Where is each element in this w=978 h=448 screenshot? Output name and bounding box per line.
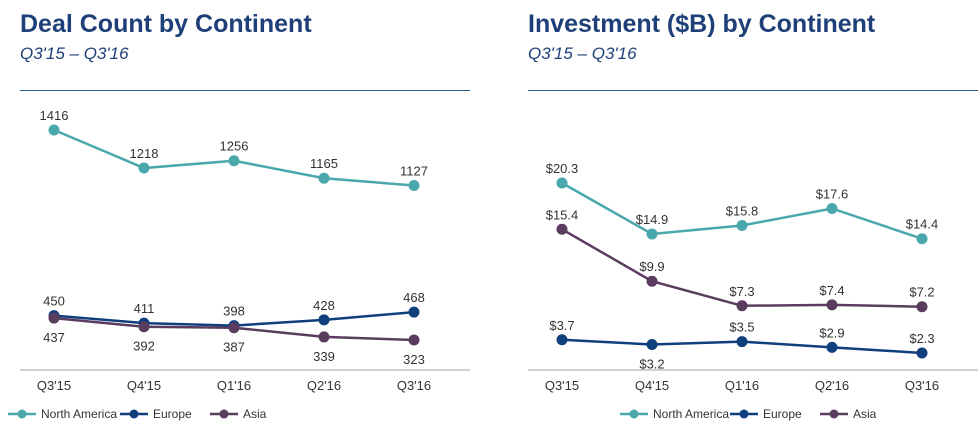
- data-label: 1218: [130, 146, 159, 161]
- data-point: [646, 339, 658, 350]
- data-point: [826, 203, 838, 214]
- data-point: [228, 322, 240, 334]
- legend-label: Asia: [243, 407, 267, 421]
- x-tick-label: Q3'16: [905, 378, 939, 393]
- data-point: [556, 334, 568, 346]
- data-point: [408, 180, 420, 192]
- data-label: $15.4: [546, 207, 579, 222]
- data-label: $3.5: [729, 320, 754, 335]
- data-label: 1165: [310, 156, 338, 171]
- data-label: 411: [134, 301, 155, 316]
- data-point: [826, 299, 838, 311]
- data-point: [556, 177, 568, 189]
- data-point: [736, 336, 748, 348]
- legend-swatch-marker: [17, 409, 27, 419]
- data-label: $2.3: [909, 331, 934, 346]
- legend-label: Europe: [153, 407, 192, 421]
- legend-swatch-marker: [739, 409, 749, 419]
- legend-swatch-marker: [629, 409, 639, 419]
- data-label: 428: [313, 298, 335, 313]
- data-point: [826, 341, 838, 353]
- data-label: 1416: [40, 108, 69, 123]
- chart-title: Deal Count by Continent: [20, 10, 312, 38]
- data-label: $2.9: [819, 325, 844, 340]
- data-label: 387: [223, 340, 245, 355]
- data-point: [736, 220, 748, 231]
- data-label: $9.9: [639, 259, 664, 274]
- legend-label: North America: [653, 407, 729, 421]
- data-label: $3.7: [549, 318, 574, 333]
- title-divider: [528, 90, 978, 91]
- deal-count-line-chart: Q3'15 Q4'15 Q1'16 Q2'16 Q3'16 1416 1218 1256 116…: [8, 108, 470, 421]
- x-tick-label: Q3'15: [545, 378, 579, 393]
- x-tick-label: Q3'15: [37, 378, 71, 393]
- legend-label: North America: [41, 407, 117, 421]
- title-divider: [20, 90, 470, 91]
- x-tick-label: Q1'16: [217, 378, 251, 393]
- data-label: 392: [133, 339, 155, 354]
- data-label: $14.4: [906, 217, 939, 232]
- data-label: $3.2: [639, 357, 664, 372]
- deal-count-chart-panel: Deal Count by Continent Q3'15 – Q3'16 Q3…: [0, 0, 470, 448]
- data-point: [916, 233, 928, 245]
- x-tick-label: Q3'16: [397, 378, 431, 393]
- data-label: $20.3: [546, 161, 579, 176]
- x-tick-label: Q1'16: [725, 378, 759, 393]
- data-label: 339: [313, 349, 335, 364]
- data-point: [916, 301, 928, 313]
- investment-line-chart: Q3'15 Q4'15 Q1'16 Q2'16 Q3'16 $20.3 $14.9 $15.8…: [528, 161, 978, 421]
- x-tick-label: Q4'15: [635, 378, 669, 393]
- data-label: $15.8: [726, 204, 759, 219]
- data-point: [736, 300, 748, 312]
- data-point: [48, 312, 60, 324]
- legend-label: Asia: [853, 407, 877, 421]
- data-point: [138, 162, 150, 174]
- data-point: [408, 334, 420, 346]
- data-label: 398: [223, 304, 245, 319]
- data-label: $7.4: [819, 283, 844, 298]
- x-tick-label: Q2'16: [815, 378, 849, 393]
- data-point: [556, 223, 568, 235]
- legend-label: Europe: [763, 407, 802, 421]
- data-label: 437: [43, 330, 65, 345]
- data-label: 1127: [400, 164, 428, 179]
- data-label: $7.3: [729, 284, 754, 299]
- data-point: [228, 155, 240, 167]
- data-label: 450: [43, 294, 65, 309]
- data-label: $17.6: [816, 187, 849, 202]
- data-point: [138, 321, 150, 333]
- data-label: 323: [403, 352, 425, 367]
- legend-swatch-marker: [829, 409, 839, 419]
- chart-subtitle: Q3'15 – Q3'16: [528, 44, 637, 63]
- legend-swatch-marker: [219, 409, 229, 419]
- data-label: $7.2: [909, 285, 934, 300]
- data-label: 1256: [220, 139, 249, 154]
- data-label: $14.9: [636, 212, 669, 227]
- chart-title: Investment ($B) by Continent: [528, 10, 876, 38]
- data-point: [318, 314, 330, 326]
- data-point: [318, 172, 330, 184]
- x-tick-label: Q4'15: [127, 378, 161, 393]
- data-point: [318, 331, 330, 343]
- investment-chart-panel: Investment ($B) by Continent Q3'15 – Q3'…: [508, 0, 978, 448]
- data-point: [408, 306, 420, 318]
- data-point: [48, 124, 60, 136]
- data-label: 468: [403, 290, 425, 305]
- data-point: [916, 347, 928, 359]
- legend-swatch-marker: [129, 409, 139, 419]
- chart-subtitle: Q3'15 – Q3'16: [20, 44, 129, 63]
- data-point: [646, 228, 658, 240]
- x-tick-label: Q2'16: [307, 378, 341, 393]
- data-point: [646, 275, 658, 287]
